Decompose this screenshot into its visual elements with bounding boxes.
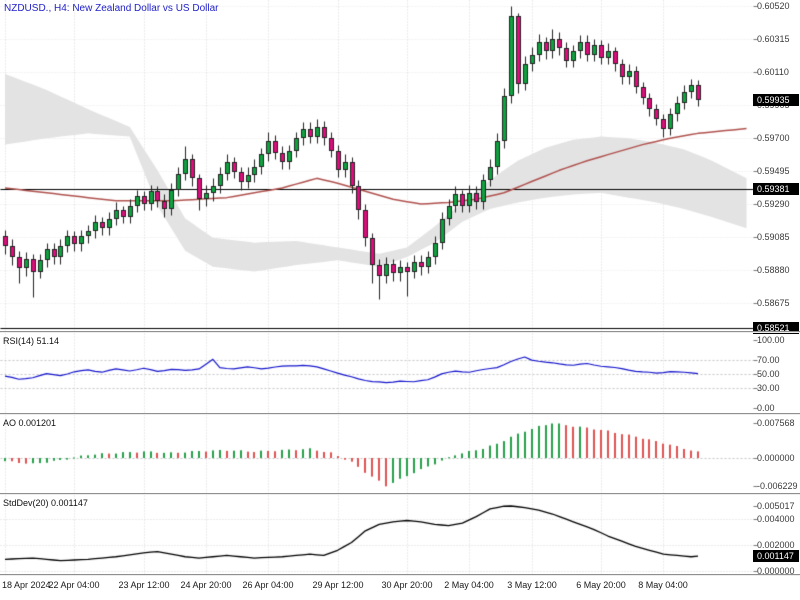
time-axis-label: 24 Apr 20:00 <box>180 580 232 590</box>
rsi-axis-label: 30.00 <box>757 383 780 393</box>
time-axis-label: 3 May 12:00 <box>507 580 557 590</box>
panel-separator-ao-stddev[interactable] <box>0 493 800 495</box>
stddev-axis-label: 0.004000 <box>757 514 795 524</box>
price-axis-label: 0.58675 <box>757 298 790 308</box>
time-axis-label: 18 Apr 2024 <box>2 580 51 590</box>
time-axis-label: 29 Apr 12:00 <box>312 580 364 590</box>
time-axis-label: 26 Apr 04:00 <box>242 580 294 590</box>
price-axis-label: 0.59700 <box>757 133 790 143</box>
price-axis-label: 0.59495 <box>757 166 790 176</box>
price-axis[interactable]: 0.605200.603150.601100.599050.597000.594… <box>753 0 800 576</box>
price-axis-label: 0.60110 <box>757 67 789 77</box>
ao-axis-label: 0.000000 <box>757 453 795 463</box>
chart-title: NZDUSD., H4: New Zealand Dollar vs US Do… <box>4 3 219 14</box>
panel-separator-stddev-time[interactable] <box>0 574 800 576</box>
stddev-indicator-label: StdDev(20) 0.001147 <box>3 498 88 508</box>
price-axis-label: 0.60315 <box>757 34 790 44</box>
price-axis-label: 0.59085 <box>757 232 790 242</box>
rsi-axis-label: 100.00 <box>757 335 785 345</box>
hline-price-box-1: 0.59381 <box>753 183 799 195</box>
stddev-axis-label: 0.005017 <box>757 501 795 511</box>
rsi-indicator-label: RSI(14) 51.14 <box>3 336 60 346</box>
time-axis-label: 22 Apr 04:00 <box>48 580 100 590</box>
time-axis[interactable]: 18 Apr 2024 22 Apr 04:00 23 Apr 12:00 24 Ap… <box>0 576 800 600</box>
last-price-box: 0.59935 <box>753 94 799 106</box>
stddev-axis-label: 0.000000 <box>757 566 795 576</box>
ao-indicator-label: AO 0.001201 <box>3 418 57 428</box>
ao-axis-label: 0.007568 <box>757 418 795 428</box>
price-axis-label: 0.58880 <box>757 265 790 275</box>
time-axis-label: 8 May 04:00 <box>638 580 688 590</box>
ao-axis-label: -0.006229 <box>757 481 798 491</box>
rsi-axis-label: 70.00 <box>757 355 780 365</box>
rsi-axis-label: 0.00 <box>757 403 775 413</box>
time-axis-label: 6 May 20:00 <box>576 580 626 590</box>
panel-separator-main-rsi[interactable] <box>0 331 800 333</box>
price-axis-label: 0.59290 <box>757 199 790 209</box>
stddev-axis-label: 0.002000 <box>757 540 795 550</box>
rsi-axis-label: 50.00 <box>757 369 780 379</box>
panel-separator-rsi-ao[interactable] <box>0 413 800 415</box>
price-axis-label: 0.60520 <box>757 1 790 11</box>
time-axis-label: 23 Apr 12:00 <box>118 580 170 590</box>
stddev-value-box: 0.001147 <box>753 550 799 562</box>
time-axis-label: 2 May 04:00 <box>444 580 494 590</box>
time-axis-label: 30 Apr 20:00 <box>381 580 433 590</box>
